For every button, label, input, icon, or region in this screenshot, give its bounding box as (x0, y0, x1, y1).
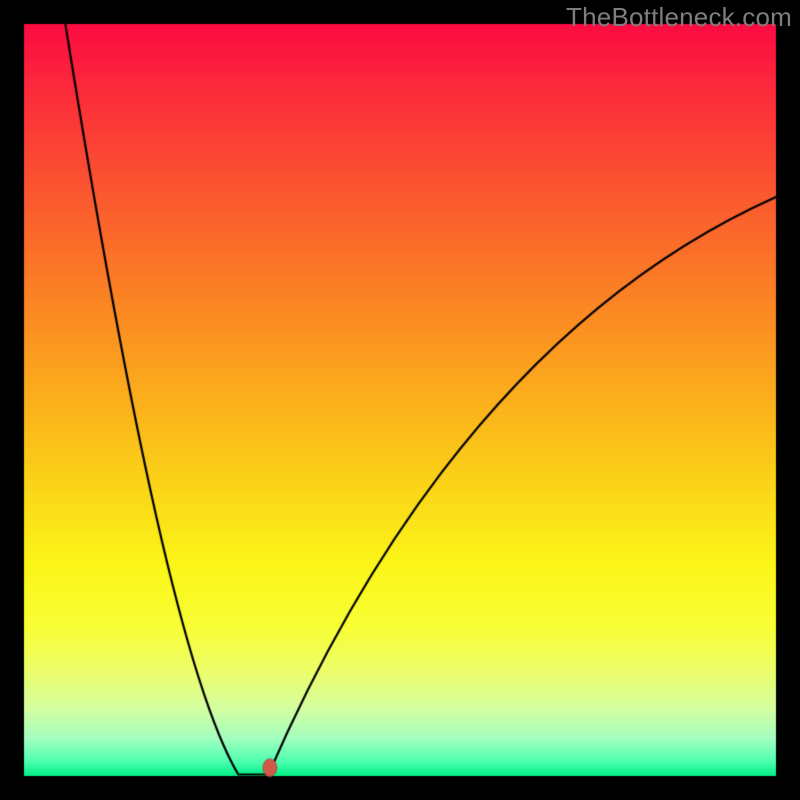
watermark-text: TheBottleneck.com (566, 2, 792, 33)
chart-container: TheBottleneck.com (0, 0, 800, 800)
bottleneck-chart-canvas (0, 0, 800, 800)
